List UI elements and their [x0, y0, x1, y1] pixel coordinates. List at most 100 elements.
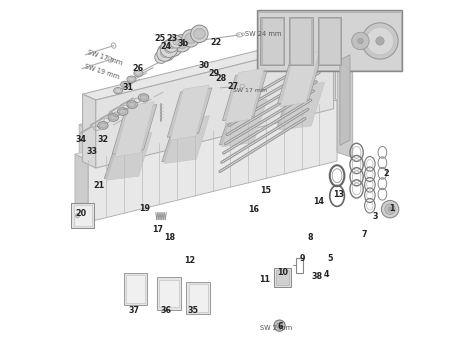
Circle shape [388, 207, 392, 211]
Bar [260, 17, 284, 65]
Text: 2: 2 [383, 169, 389, 178]
Text: 37: 37 [129, 307, 140, 315]
Text: SW 2 mm: SW 2 mm [260, 326, 292, 331]
Ellipse shape [134, 70, 143, 76]
Circle shape [185, 33, 196, 44]
Ellipse shape [139, 94, 149, 102]
Polygon shape [277, 84, 322, 128]
Circle shape [161, 47, 172, 58]
Text: 5: 5 [327, 254, 333, 263]
Polygon shape [225, 68, 264, 124]
Text: 7: 7 [361, 230, 367, 239]
Text: 35: 35 [188, 307, 199, 315]
Text: 3: 3 [372, 212, 378, 221]
Text: 27: 27 [227, 82, 238, 91]
Polygon shape [106, 132, 152, 180]
Circle shape [158, 54, 164, 60]
Bar [276, 270, 289, 285]
Circle shape [194, 28, 205, 40]
Ellipse shape [119, 109, 126, 114]
Circle shape [191, 25, 208, 43]
Polygon shape [83, 94, 96, 168]
Ellipse shape [108, 114, 119, 121]
Bar [157, 278, 181, 309]
Polygon shape [83, 35, 333, 100]
Polygon shape [162, 118, 207, 162]
Circle shape [157, 46, 172, 61]
Circle shape [158, 43, 175, 61]
Circle shape [182, 30, 199, 47]
Circle shape [366, 27, 394, 55]
Circle shape [173, 39, 179, 45]
Polygon shape [79, 125, 91, 194]
Text: 17: 17 [153, 225, 163, 233]
Circle shape [274, 320, 285, 331]
Text: 26: 26 [133, 64, 144, 73]
Polygon shape [278, 54, 322, 104]
Polygon shape [104, 134, 150, 178]
Text: 19: 19 [139, 204, 150, 212]
Text: 18: 18 [164, 233, 175, 242]
Text: SW 17 mm: SW 17 mm [87, 49, 124, 66]
Text: 8: 8 [307, 233, 312, 242]
Circle shape [75, 214, 80, 218]
Circle shape [168, 42, 179, 53]
Bar [290, 18, 311, 64]
Circle shape [165, 44, 173, 53]
Text: 38: 38 [311, 272, 322, 281]
Polygon shape [115, 102, 154, 157]
Polygon shape [222, 71, 267, 121]
Circle shape [165, 38, 179, 52]
Circle shape [176, 38, 187, 49]
Polygon shape [170, 85, 209, 140]
Polygon shape [219, 101, 265, 145]
Circle shape [160, 40, 178, 57]
Text: 21: 21 [94, 181, 105, 190]
Polygon shape [79, 63, 335, 131]
Text: 11: 11 [259, 275, 270, 284]
Polygon shape [91, 70, 335, 194]
Circle shape [161, 50, 168, 57]
Text: 15: 15 [260, 186, 271, 195]
Circle shape [155, 51, 167, 63]
Ellipse shape [127, 101, 137, 108]
Bar [189, 284, 208, 312]
Ellipse shape [98, 122, 108, 130]
Bar [126, 275, 146, 303]
Ellipse shape [120, 81, 130, 88]
Text: 10: 10 [278, 268, 289, 277]
Text: 16: 16 [248, 205, 259, 214]
Bar [319, 18, 340, 64]
Polygon shape [75, 93, 337, 160]
Circle shape [168, 42, 175, 49]
Bar [186, 282, 210, 314]
Ellipse shape [110, 115, 117, 120]
Bar [124, 273, 147, 306]
Bar [262, 18, 283, 64]
Text: 31: 31 [122, 83, 133, 92]
Polygon shape [88, 100, 337, 222]
Polygon shape [280, 51, 319, 107]
Polygon shape [337, 41, 353, 158]
Circle shape [173, 35, 191, 52]
Circle shape [362, 23, 398, 59]
Text: 34: 34 [75, 135, 86, 144]
Circle shape [381, 201, 399, 218]
Text: 6: 6 [278, 322, 283, 331]
Ellipse shape [100, 123, 106, 128]
Polygon shape [96, 41, 333, 168]
Bar [159, 280, 179, 307]
Text: 36: 36 [160, 307, 171, 315]
Polygon shape [167, 88, 212, 137]
Ellipse shape [129, 102, 136, 107]
Ellipse shape [140, 95, 147, 100]
Text: SW 24 mm: SW 24 mm [245, 31, 281, 37]
Circle shape [165, 39, 182, 56]
Text: 14: 14 [313, 197, 325, 206]
Text: 33: 33 [87, 147, 98, 156]
Bar [318, 17, 341, 65]
Circle shape [352, 32, 369, 50]
Text: 24: 24 [161, 42, 172, 50]
Polygon shape [279, 82, 325, 130]
Text: 29: 29 [208, 69, 219, 78]
